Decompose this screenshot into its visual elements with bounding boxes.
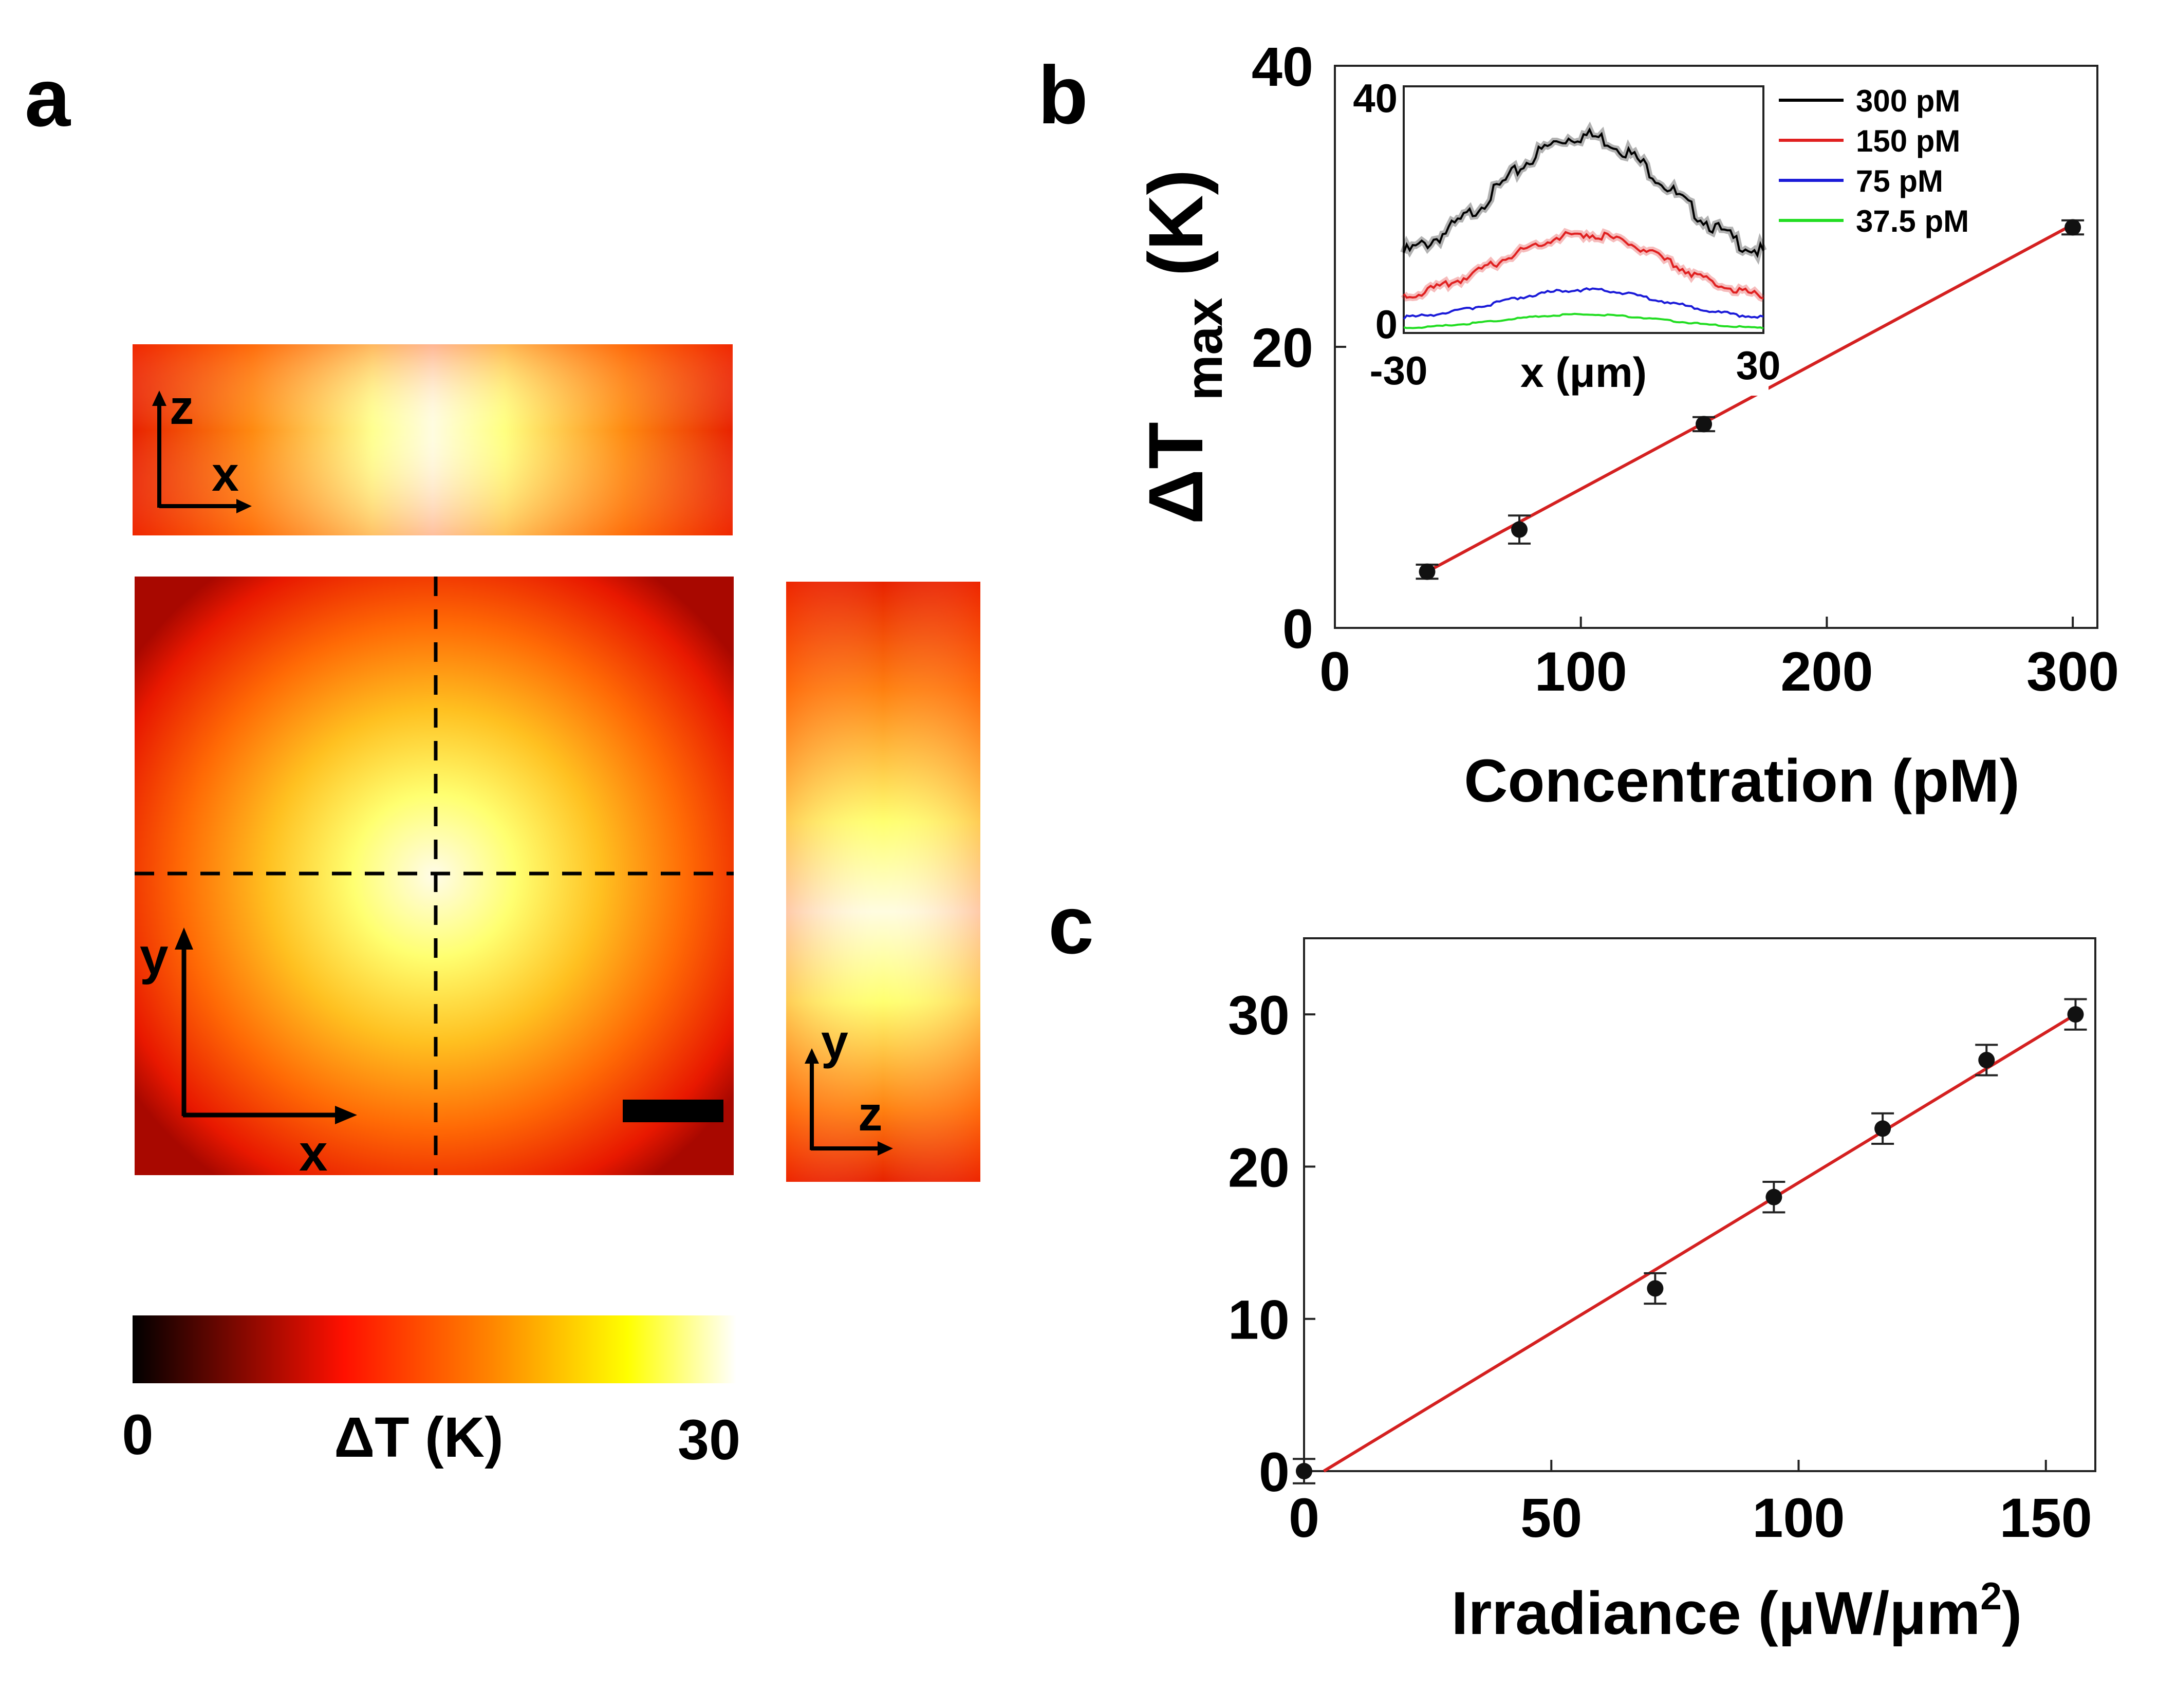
inset-x-tick-label: 30 — [1736, 343, 1781, 388]
x-tick-label: 100 — [1535, 640, 1627, 702]
data-point — [1296, 1463, 1312, 1479]
yz-axis-y-label: y — [821, 1015, 848, 1069]
data-point — [1874, 1120, 1891, 1137]
data-point — [1978, 1052, 1995, 1069]
x-tick-label: 150 — [2000, 1487, 2092, 1549]
xz-axis-z-label: z — [170, 380, 194, 435]
legend-label: 150 pM — [1856, 124, 1960, 158]
y-axis-title: ΔT max (K) — [1132, 169, 1233, 524]
y-tick-label: 20 — [1252, 317, 1313, 379]
inset-curve — [1403, 127, 1764, 258]
chart-c: 0 50 100 150 0 10 20 30 Irradiance (μW/μm2) — [1228, 937, 2096, 1647]
xy-axis-y-label: y — [140, 927, 169, 985]
panel-label-b: b — [1038, 49, 1088, 141]
data-point — [2064, 219, 2081, 236]
legend-label: 75 pM — [1856, 164, 1943, 198]
data-point — [1696, 416, 1713, 433]
data-point — [2067, 1006, 2084, 1023]
y-tick-label: 0 — [1259, 1441, 1290, 1503]
yz-axis-z-label: z — [858, 1087, 883, 1141]
x-tick-label: 200 — [1780, 640, 1873, 702]
x-tick-label: 50 — [1520, 1487, 1582, 1549]
x-tick-label: 0 — [1289, 1487, 1319, 1549]
legend-label: 37.5 pM — [1856, 204, 1969, 238]
data-point — [1647, 1280, 1664, 1297]
legend-label: 300 pM — [1856, 84, 1960, 118]
inset-y-tick-label: 0 — [1375, 302, 1398, 347]
fit-line — [1323, 1013, 2077, 1473]
y-tick-label: 0 — [1282, 598, 1313, 660]
xz-axis-x-label: x — [212, 447, 239, 502]
colorbar-min-label: 0 — [122, 1403, 153, 1466]
x-axis-title: Concentration (pM) — [1464, 747, 2020, 815]
fit-line — [1426, 223, 2074, 573]
x-tick-label: 100 — [1752, 1487, 1845, 1549]
plot-frame — [1303, 937, 2096, 1472]
colorbar: 0 ΔT (K) 30 — [122, 1315, 740, 1472]
xz-slice: z x — [133, 344, 733, 535]
panel-label-a: a — [25, 51, 71, 143]
data-point — [1511, 521, 1528, 538]
inset-y-tick-label: 40 — [1353, 76, 1398, 121]
xy-slice: y x — [135, 577, 734, 1182]
x-tick-label: 300 — [2026, 640, 2119, 702]
panel-label-c: c — [1048, 879, 1094, 971]
colorbar-gradient — [133, 1315, 736, 1383]
inset-curve — [1403, 287, 1764, 320]
inset-curve — [1403, 312, 1764, 330]
scale-bar — [623, 1100, 723, 1122]
y-tick-label: 20 — [1228, 1136, 1290, 1198]
inset-curve — [1403, 231, 1764, 300]
y-tick-label: 40 — [1252, 35, 1313, 98]
y-tick-label: 30 — [1228, 984, 1290, 1046]
inset-frame — [1403, 85, 1764, 334]
data-point — [1765, 1189, 1782, 1205]
x-axis-title: Irradiance (μW/μm2) — [1452, 1574, 2022, 1647]
xy-axis-x-label: x — [299, 1124, 328, 1182]
colorbar-max-label: 30 — [678, 1408, 740, 1472]
data-point — [1419, 563, 1436, 580]
inset-x-tick-label: -30 — [1370, 348, 1428, 393]
x-tick-label: 0 — [1319, 640, 1350, 702]
inset-x-axis-title: x (μm) — [1520, 349, 1647, 396]
y-tick-label: 10 — [1228, 1289, 1290, 1351]
colorbar-title: ΔT (K) — [334, 1406, 504, 1469]
yz-slice: y z — [786, 582, 980, 1182]
